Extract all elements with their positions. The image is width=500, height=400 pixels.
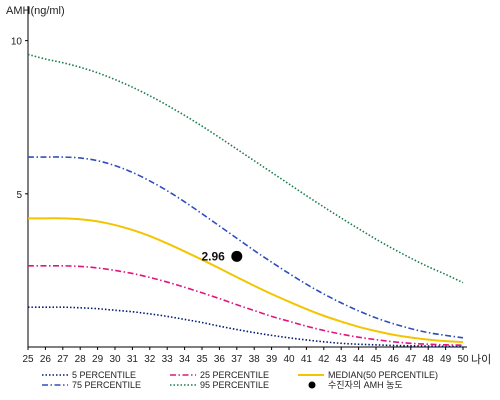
- x-tick-label: 27: [57, 354, 69, 365]
- patient-amh-point: [231, 250, 243, 262]
- y-tick-label: 10: [11, 37, 23, 48]
- x-tick-label: 32: [144, 354, 156, 365]
- legend-label: MEDIAN(50 PERCENTILE): [328, 370, 438, 380]
- x-tick-label: 36: [214, 354, 226, 365]
- x-tick-label: 29: [92, 354, 104, 365]
- x-tick-label: 33: [162, 354, 174, 365]
- series-layer: [27, 53, 464, 348]
- x-tick-label: 37: [231, 354, 243, 365]
- series-line-25-percentile: [28, 264, 464, 346]
- x-tick-label: 28: [75, 354, 87, 365]
- point-layer: 2.96: [201, 249, 243, 263]
- series-line-95-percentile: [27, 53, 464, 284]
- series-line-median-50-percentile: [27, 217, 464, 344]
- x-tick-label: 34: [179, 354, 191, 365]
- x-tick-label: 45: [370, 354, 382, 365]
- x-tick-label: 40: [283, 354, 295, 365]
- x-tick-label: 35: [196, 354, 208, 365]
- x-tick-label: 39: [266, 354, 278, 365]
- x-axis-title: 나이: [471, 353, 491, 366]
- legend-point-marker: [308, 381, 316, 389]
- x-tick-label: 38: [249, 354, 261, 365]
- x-tick-label: 49: [440, 354, 452, 365]
- x-tick-label: 30: [109, 354, 121, 365]
- x-tick-label: 47: [405, 354, 417, 365]
- x-tick-label: 50: [457, 354, 469, 365]
- series-line-75-percentile: [27, 156, 464, 339]
- chart-legend: 5 PERCENTILE 25 PERCENTILE MEDIAN(50 PERCE…: [42, 370, 438, 390]
- series-line-5-percentile: [27, 306, 464, 348]
- x-tick-label: 41: [301, 354, 313, 365]
- x-tick-label: 43: [336, 354, 348, 365]
- chart-axes: AMH(ng/ml) 5 10 25 26 27 28 29 30 31 32 33 34 35 36 37 3…: [6, 5, 491, 366]
- legend-point-label: 수진자의 AMH 농도: [328, 380, 403, 390]
- x-tick-label: 44: [353, 354, 365, 365]
- x-tick-label: 46: [388, 354, 400, 365]
- legend-label: 75 PERCENTILE: [72, 380, 141, 390]
- y-tick-label: 5: [16, 190, 22, 201]
- patient-amh-label: 2.96: [201, 249, 225, 263]
- legend-label: 25 PERCENTILE: [200, 370, 269, 380]
- x-tick-label: 26: [40, 354, 52, 365]
- x-tick-label: 31: [127, 354, 139, 365]
- x-tick-label: 25: [22, 354, 34, 365]
- legend-label: 5 PERCENTILE: [72, 370, 136, 380]
- x-tick-label: 42: [318, 354, 330, 365]
- x-tick-label: 48: [423, 354, 435, 365]
- y-axis-title: AMH(ng/ml): [6, 5, 65, 17]
- legend-label: 95 PERCENTILE: [200, 380, 269, 390]
